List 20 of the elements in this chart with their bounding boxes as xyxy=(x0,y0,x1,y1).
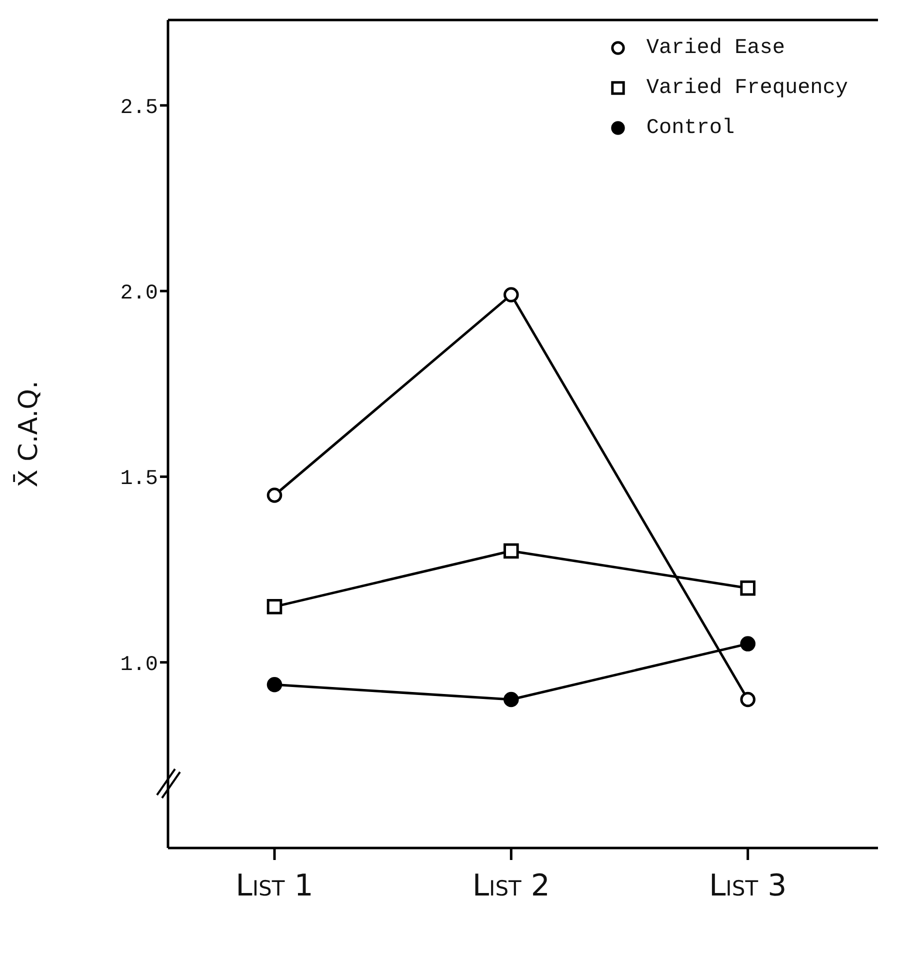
y-tick-label: 2.5 xyxy=(120,96,158,120)
point xyxy=(504,692,519,708)
point xyxy=(740,636,756,652)
legend-label: Varied Frequency xyxy=(646,76,848,100)
legend-label: Varied Ease xyxy=(646,36,785,60)
point xyxy=(504,287,519,302)
point xyxy=(266,676,282,692)
x-tick-label: List 3 xyxy=(708,868,787,904)
x-tick-label: List 2 xyxy=(472,868,550,904)
point xyxy=(740,692,756,708)
point xyxy=(504,543,519,559)
y-tick-label: 1.5 xyxy=(120,468,158,492)
y-axis-title: X̄ C.A.Q. xyxy=(12,380,44,488)
legend-label: Control xyxy=(646,116,735,140)
y-tick-label: 1.0 xyxy=(120,654,158,677)
point xyxy=(266,488,282,503)
point xyxy=(740,580,756,596)
point xyxy=(266,599,282,614)
x-tick-label: List 1 xyxy=(236,868,314,904)
y-tick-label: 2.0 xyxy=(120,282,158,306)
